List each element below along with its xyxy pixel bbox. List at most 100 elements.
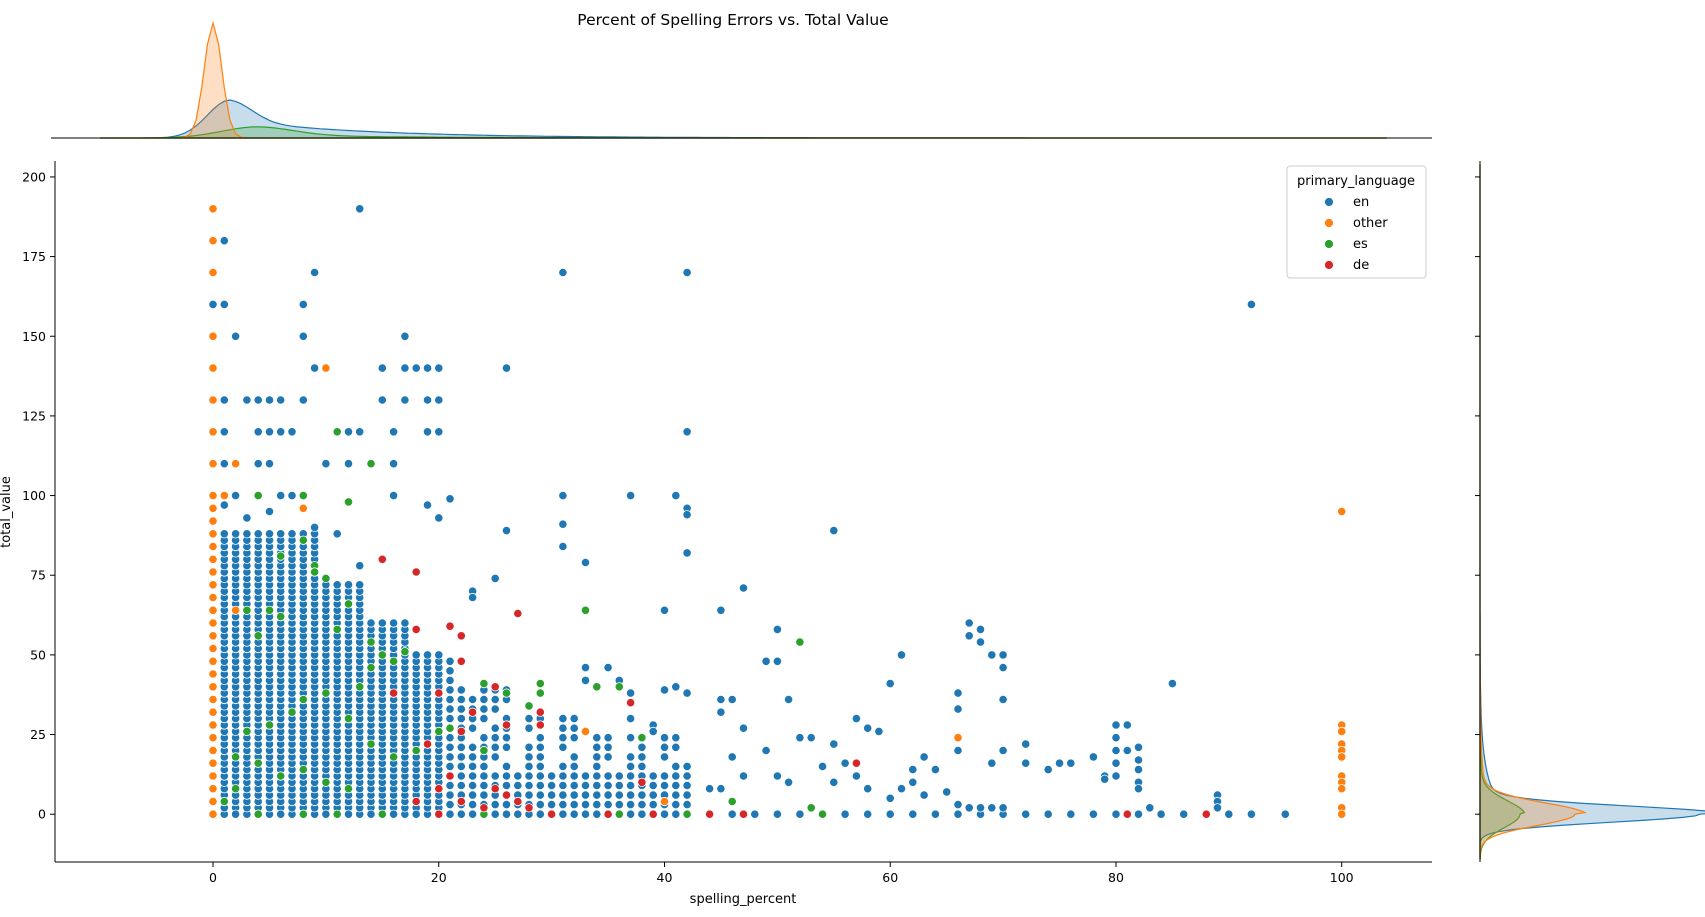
point-en [546,799,557,810]
point-de [851,758,862,768]
point-en [716,605,726,615]
point-en [998,662,1008,673]
point-de [388,688,399,698]
point-other [208,643,218,654]
point-en [253,459,263,469]
point-en [231,331,241,341]
point-en [569,799,579,810]
point-en [569,771,579,781]
point-en [355,427,365,437]
point-other [208,503,218,513]
point-en [580,790,591,800]
point-en [1111,771,1121,781]
point-en [558,733,568,743]
point-en [490,704,500,714]
point-es [377,809,387,819]
point-en [558,267,568,278]
point-es [366,637,376,647]
point-en [953,799,963,810]
point-es [287,707,297,717]
point-en [501,363,512,373]
point-en [1054,758,1065,768]
legend-title: primary_language [1297,174,1415,189]
point-other [231,605,241,615]
point-en [625,490,636,501]
point-en [524,761,534,772]
legend-marker-de [1324,260,1334,270]
point-en [388,618,399,628]
point-en [637,752,647,762]
point-other [208,204,218,214]
point-es [535,688,545,698]
point-en [558,742,568,752]
point-en [569,752,579,762]
point-en [569,761,579,772]
point-en [592,742,602,752]
point-en [738,771,749,781]
point-es [276,611,286,622]
point-en [795,809,805,819]
point-es [231,752,241,762]
point-en [445,809,455,819]
point-en [1088,752,1099,762]
point-other [208,758,218,768]
point-en [355,561,365,571]
point-en [659,780,670,791]
point-en [434,650,444,660]
point-en [400,331,410,341]
point-en [219,427,229,437]
point-en [863,723,873,733]
point-es [276,551,286,561]
point-es [614,809,624,819]
point-en [885,678,895,689]
point-en [535,733,545,743]
point-en [671,733,681,743]
point-en [434,363,444,373]
point-de [501,720,512,730]
point-en [840,809,850,819]
point-en [569,780,579,791]
point-other [1337,809,1347,819]
point-en [366,618,376,628]
point-en [456,752,466,762]
point-en [614,780,624,791]
point-en [716,707,726,717]
point-en [625,752,636,762]
point-en [208,299,218,309]
point-de [524,803,534,813]
point-de [637,777,647,787]
point-en [298,331,308,341]
point-en [276,809,286,819]
point-en [671,682,681,692]
y-ticks: 0 25 50 75 100 125 150 175 200 [22,169,55,822]
point-en [592,809,602,819]
x-tick-label: 80 [1108,870,1124,885]
point-en [546,780,557,791]
point-other [1337,506,1347,517]
point-en [603,799,613,810]
point-other [208,236,218,246]
point-en [1145,803,1155,813]
point-en [637,809,647,819]
point-en [592,771,602,781]
point-en [535,809,545,819]
point-other [208,267,218,278]
point-other [1337,726,1347,737]
point-en [434,395,444,405]
legend-label-en: en [1353,195,1369,210]
point-en [1212,803,1223,813]
point-other [208,809,218,819]
point-en [1133,809,1144,819]
point-en [1133,742,1144,752]
point-en [231,490,241,501]
point-en [501,799,512,810]
point-en [569,723,579,733]
point-en [524,780,534,791]
point-en [242,395,252,405]
point-en [467,780,478,791]
point-en [264,459,275,469]
legend-label-de: de [1353,258,1369,273]
kde-right-en [1479,164,1705,859]
point-de [456,656,466,666]
